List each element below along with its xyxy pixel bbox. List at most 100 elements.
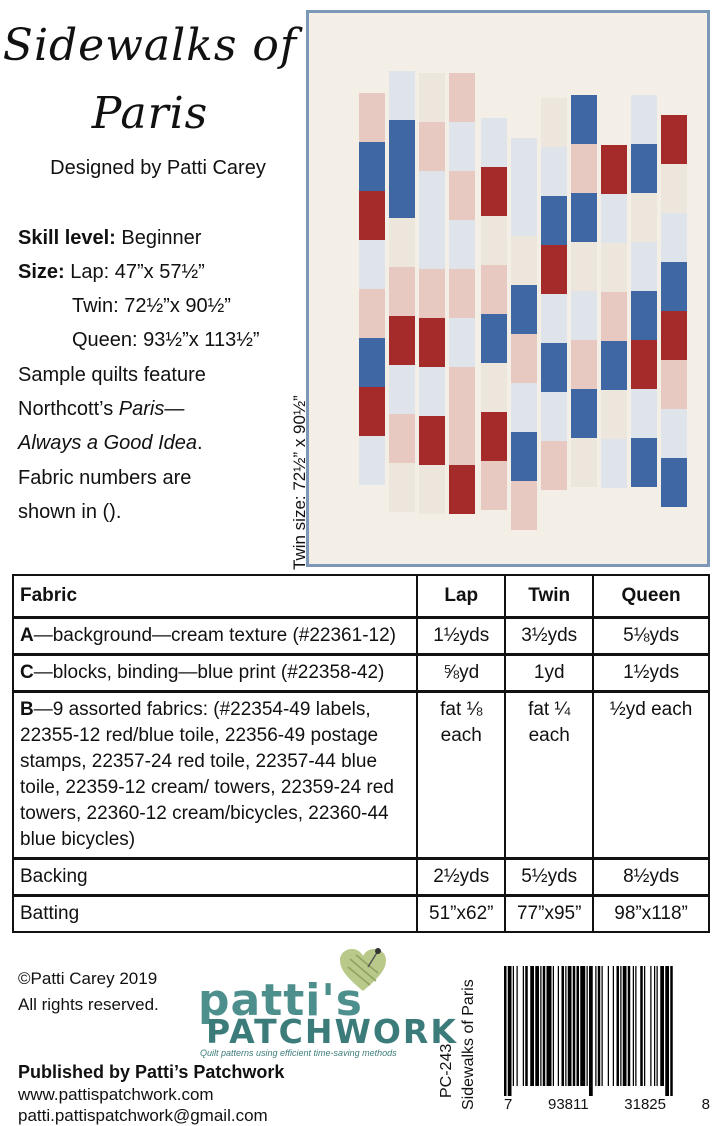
table-row: B—9 assorted fabrics: (#22354-49 labels,… — [11, 690, 710, 860]
quilt-block — [661, 164, 687, 213]
quilt-block — [571, 144, 597, 193]
barcode-bar — [595, 966, 597, 1086]
quilt-block — [389, 365, 415, 414]
size-queen: Queen: 93½”x 113½” — [72, 329, 260, 351]
barcode-bar — [567, 966, 572, 1086]
quilt-block — [541, 392, 567, 441]
quilt-block — [449, 122, 475, 171]
quilt-block — [481, 167, 507, 216]
quilt-illustration — [359, 71, 687, 530]
header-twin: Twin — [504, 574, 595, 619]
quilt-block — [359, 93, 385, 142]
quilt-block — [601, 439, 627, 488]
lap-cell: 2½yds — [416, 857, 507, 897]
quilt-block — [661, 262, 687, 311]
fabric-desc: Backing — [20, 866, 88, 887]
pattern-name: Sidewalks of Paris — [460, 979, 477, 1110]
quilt-block — [631, 340, 657, 389]
size-lap: Size: Lap: 47”x 57½” — [18, 255, 205, 289]
quilt-block — [661, 360, 687, 409]
barcode-bar — [504, 966, 507, 1096]
quilt-block — [601, 292, 627, 341]
skill-label: Skill level: — [18, 227, 116, 249]
quilt-block — [481, 363, 507, 412]
quilt-block — [631, 291, 657, 340]
quilt-block — [449, 465, 475, 514]
quilt-image — [306, 10, 710, 567]
header-queen: Queen — [592, 574, 710, 619]
barcode-bar — [522, 966, 524, 1086]
quilt-block — [449, 73, 475, 122]
barcode-bar — [635, 966, 637, 1086]
queen-cell: 8½yds — [592, 857, 710, 897]
quilt-block — [511, 432, 537, 481]
quilt-block — [571, 193, 597, 242]
logo-patchwork: PATCHWORK — [206, 1012, 458, 1051]
quilt-block — [571, 291, 597, 340]
fabric-desc: Batting — [20, 903, 80, 924]
logo-tagline: Quilt patterns using efficient time-savi… — [200, 1048, 397, 1058]
quilt-block — [571, 389, 597, 438]
website-link[interactable]: www.pattispatchwork.com — [18, 1085, 214, 1104]
publisher-line: Published by Patti’s Patchwork — [18, 1062, 285, 1082]
quilt-block — [511, 334, 537, 383]
quilt-block — [601, 341, 627, 390]
fabric-cell: A—background—cream texture (#22361-12) — [11, 616, 419, 656]
barcode-bar — [644, 966, 646, 1086]
skill-level: Skill level: Beginner — [18, 221, 201, 255]
quilt-block — [661, 458, 687, 507]
fabric-letter: B — [20, 699, 34, 720]
quilt-block — [389, 169, 415, 218]
title-line-2: Paris — [91, 88, 209, 139]
barcode-bar — [576, 966, 579, 1086]
quilt-block — [389, 267, 415, 316]
quilt-block — [359, 387, 385, 436]
lap-cell: ⅝yd — [416, 653, 507, 693]
quilt-block — [571, 242, 597, 291]
quilt-block — [419, 416, 445, 465]
fabric-requirements-table: Fabric Lap Twin Queen A—background—cream… — [11, 574, 710, 933]
barcode-bar — [586, 966, 588, 1086]
barcode-bar — [597, 966, 601, 1086]
barcode-digits: 7 93811 31825 8 — [504, 1096, 710, 1113]
quilt-block — [661, 409, 687, 458]
barcode-bar — [572, 966, 576, 1086]
queen-cell: 5⅛yds — [592, 616, 710, 656]
email-link[interactable]: patti.pattispatchwork@gmail.com — [18, 1106, 268, 1125]
barcode-bar — [546, 966, 552, 1086]
quilt-block — [631, 389, 657, 438]
sample-line-3: Always a Good Idea. — [18, 426, 203, 460]
sample-line-1: Sample quilts feature — [18, 364, 206, 386]
sample-line-3-italic: Always a Good Idea — [18, 432, 197, 454]
lap-cell: 1½yds — [416, 616, 507, 656]
table-row: C—blocks, binding—blue print (#22358-42)… — [11, 653, 710, 693]
quilt-block — [631, 193, 657, 242]
lap-cell: 51”x62” — [416, 894, 507, 933]
barcode-bar — [530, 966, 534, 1086]
barcode-bar — [654, 966, 656, 1086]
fabric-letter: C — [20, 662, 34, 683]
twin-cell: 1yd — [504, 653, 595, 693]
twin-cell: 77”x95” — [504, 894, 595, 933]
barcode-bar — [607, 966, 609, 1086]
barcode-bar — [516, 966, 518, 1086]
quilt-block — [661, 213, 687, 262]
barcode-bar — [561, 966, 564, 1086]
barcode-bar — [612, 966, 614, 1086]
quilt-block — [389, 463, 415, 512]
quilt-block — [419, 269, 445, 318]
size-lap-value: Lap: 47”x 57½” — [70, 261, 205, 283]
quilt-block — [481, 314, 507, 363]
barcode-bar — [525, 966, 528, 1086]
barcode-bar — [580, 966, 586, 1086]
quilt-block — [571, 340, 597, 389]
quilt-block — [511, 383, 537, 432]
quilt-block — [511, 236, 537, 285]
copyright-line-2: All rights reserved. — [18, 995, 159, 1014]
quilt-block — [631, 144, 657, 193]
quilt-block — [601, 243, 627, 292]
table-header-row: Fabric Lap Twin Queen — [11, 574, 710, 619]
barcode-bar — [660, 966, 664, 1086]
heart-icon — [340, 948, 386, 991]
pattern-code: PC-243 — [438, 1043, 455, 1098]
